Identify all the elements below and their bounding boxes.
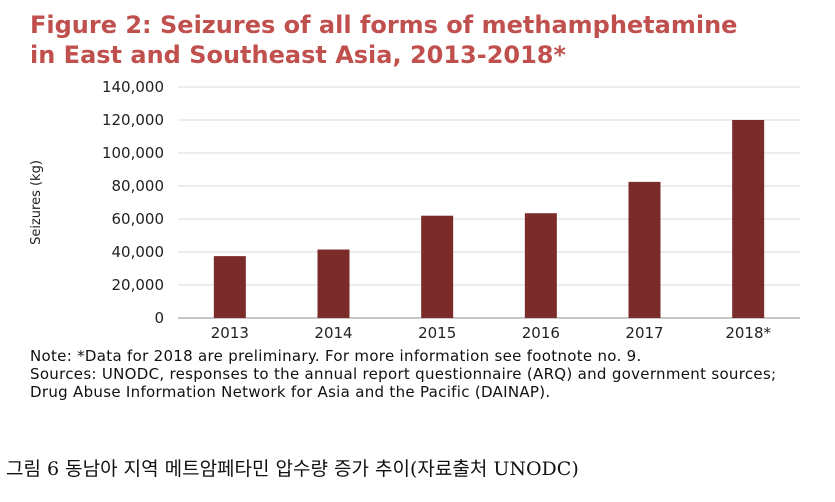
korean-caption: 그림 6 동남아 지역 메트암페타민 압수량 증가 추이(자료출처 UNODC) (6, 458, 579, 480)
bar-chart: 0 20,000 40,000 60,000 80,000 100,000 120,000 1… (29, 78, 800, 342)
y-tick-label: 0 (154, 309, 164, 327)
figure-title-line-2: in East and Southeast Asia, 2013-2018* (30, 41, 567, 69)
x-tick-label: 2017 (625, 324, 663, 342)
figure-title-line-1: Figure 2: Seizures of all forms of metha… (30, 11, 738, 39)
bar-2013 (213, 256, 246, 318)
y-axis-label: Seizures (kg) (29, 160, 44, 245)
y-tick-label: 140,000 (102, 78, 164, 96)
note-sources: Sources: UNODC, responses to the annual … (30, 365, 777, 401)
bar-2015 (421, 215, 454, 318)
x-tick-label: 2015 (418, 324, 456, 342)
y-tick-label: 80,000 (112, 177, 165, 195)
bar-2018 (732, 120, 765, 318)
figure-panel: Figure 2: Seizures of all forms of metha… (29, 10, 820, 401)
bar-2016 (524, 213, 557, 318)
figure-title: Figure 2: Seizures of all forms of metha… (30, 10, 820, 70)
bar-2014 (317, 249, 350, 318)
x-tick-label: 2013 (211, 324, 249, 342)
x-tick-label: 2014 (314, 324, 352, 342)
y-tick-label: 20,000 (112, 276, 165, 294)
figure-notes: Note: *Data for 2018 are preliminary. Fo… (30, 347, 810, 401)
bar-2017 (628, 181, 661, 318)
x-tick-label: 2016 (522, 324, 560, 342)
y-tick-label: 40,000 (112, 243, 165, 261)
y-tick-label: 60,000 (112, 210, 165, 228)
x-tick-label: 2018* (725, 324, 771, 342)
note-preliminary: Note: *Data for 2018 are preliminary. Fo… (30, 347, 642, 365)
y-tick-label: 100,000 (102, 144, 164, 162)
y-tick-label: 120,000 (102, 111, 164, 129)
